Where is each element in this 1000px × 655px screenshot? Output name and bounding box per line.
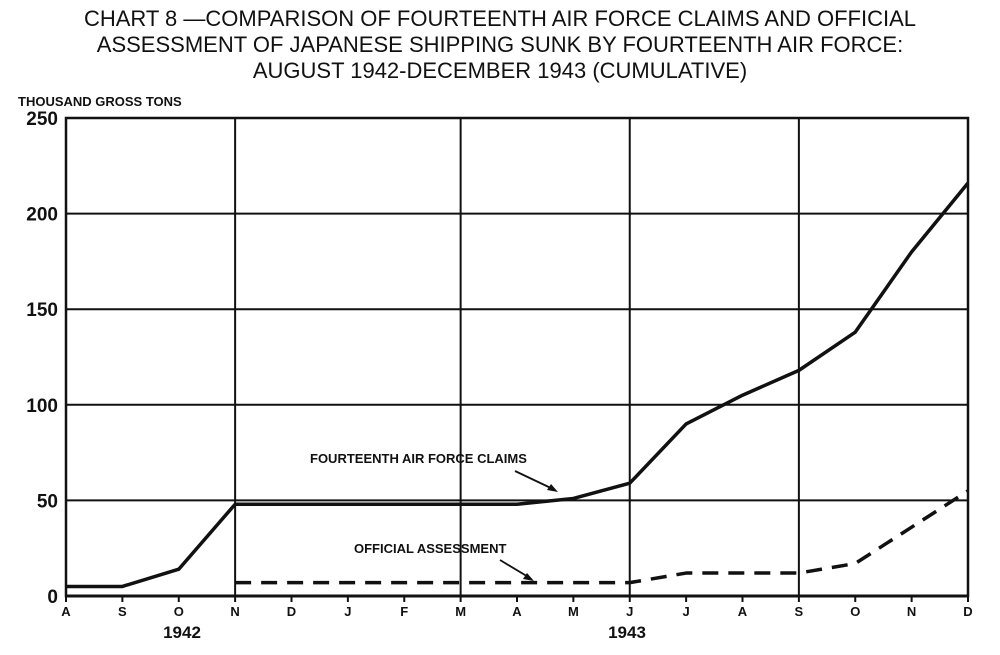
year-label-1942: 1942 xyxy=(163,623,201,642)
series-label-claims: FOURTEENTH AIR FORCE CLAIMS xyxy=(310,451,527,466)
x-tick-label: A xyxy=(512,604,522,619)
y-tick-label: 250 xyxy=(26,109,58,130)
axes xyxy=(64,116,970,602)
x-tick-label: O xyxy=(850,604,860,619)
x-tick-label: J xyxy=(683,604,690,619)
x-tick-label: M xyxy=(568,604,579,619)
x-tick-label: A xyxy=(61,604,71,619)
x-tick-label: N xyxy=(907,604,916,619)
y-tick-label: 0 xyxy=(47,587,58,608)
y-tick-label: 200 xyxy=(26,205,58,226)
plot-frame xyxy=(64,116,970,598)
x-tick-label: F xyxy=(400,604,408,619)
x-tick-label: O xyxy=(174,604,184,619)
year-label-1943: 1943 xyxy=(608,623,646,642)
y-axis-label: THOUSAND GROSS TONS xyxy=(18,94,182,109)
arrow-claims xyxy=(547,484,558,492)
x-tick-label: D xyxy=(963,604,972,619)
x-tick-label: N xyxy=(230,604,239,619)
chart-title: CHART 8 —COMPARISON OF FOURTEENTH AIR FO… xyxy=(0,6,1000,84)
x-tick-label: J xyxy=(626,604,633,619)
leader-claims xyxy=(514,470,556,491)
y-tick-label: 150 xyxy=(26,300,58,321)
y-tick-label: 50 xyxy=(37,491,58,512)
arrow-official xyxy=(523,573,534,581)
leader-official xyxy=(499,559,531,579)
series-lines xyxy=(66,181,970,589)
series-line-claims xyxy=(66,181,970,589)
x-tick-label: S xyxy=(118,604,127,619)
y-tick-label: 100 xyxy=(26,396,58,417)
series-line-official-assessment xyxy=(235,489,969,585)
title-line-1: CHART 8 —COMPARISON OF FOURTEENTH AIR FO… xyxy=(83,6,917,31)
title-line-2: ASSESSMENT OF JAPANESE SHIPPING SUNK BY … xyxy=(96,32,904,57)
x-tick-label: S xyxy=(795,604,804,619)
series-label-official: OFFICIAL ASSESSMENT xyxy=(354,541,506,556)
x-tick-label: D xyxy=(287,604,296,619)
x-tick-label: A xyxy=(738,604,748,619)
x-tick-label: M xyxy=(455,604,466,619)
x-tick-label: J xyxy=(344,604,351,619)
grid-lines xyxy=(66,117,968,597)
title-line-3: AUGUST 1942-DECEMBER 1943 (CUMULATIVE) xyxy=(252,58,748,83)
